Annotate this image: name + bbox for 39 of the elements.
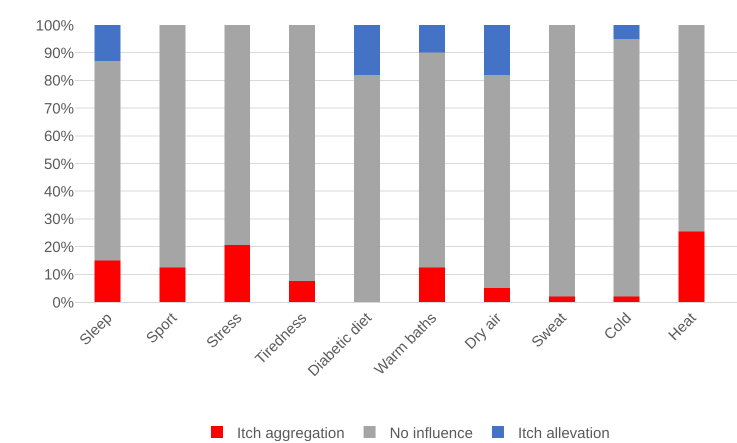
- bar: [94, 25, 120, 62]
- bar: [354, 25, 380, 75]
- y-tick-label: 90%: [44, 44, 74, 62]
- bar: [418, 25, 445, 53]
- bar: [224, 245, 250, 302]
- y-tick-label: 10%: [44, 266, 74, 284]
- bar: [614, 25, 640, 39]
- y-tick-label: 60%: [44, 128, 74, 146]
- bar: [678, 25, 705, 232]
- bar: [289, 281, 316, 302]
- bar: [418, 52, 445, 268]
- bar: [614, 296, 640, 302]
- bar: [224, 25, 250, 246]
- bar: [159, 25, 186, 268]
- y-tick-label: 0%: [52, 294, 74, 312]
- y-tick-label: 100%: [36, 17, 74, 34]
- y-tick-label: 20%: [44, 238, 74, 256]
- legend-label: Itch aggregation: [237, 424, 345, 442]
- bar: [614, 38, 640, 296]
- bar: [548, 296, 575, 302]
- bar: [484, 74, 510, 288]
- y-tick-label: 80%: [44, 72, 74, 90]
- bar: [484, 288, 510, 302]
- bar: [289, 25, 316, 282]
- y-tick-label: 50%: [44, 156, 74, 173]
- bar: [678, 231, 705, 302]
- legend-label: No influence: [390, 424, 473, 442]
- bar: [418, 267, 445, 302]
- x-tick-label: Dry air: [462, 310, 505, 353]
- y-tick-label: 30%: [44, 211, 74, 228]
- bar: [484, 25, 510, 75]
- bar: [159, 267, 186, 302]
- bar: [94, 61, 120, 260]
- bar: [548, 25, 575, 296]
- legend-label: Itch allevation: [518, 424, 610, 442]
- y-tick-label: 70%: [44, 100, 74, 118]
- y-tick-label: 40%: [44, 183, 74, 200]
- bar: [354, 74, 380, 302]
- bar: [94, 260, 120, 302]
